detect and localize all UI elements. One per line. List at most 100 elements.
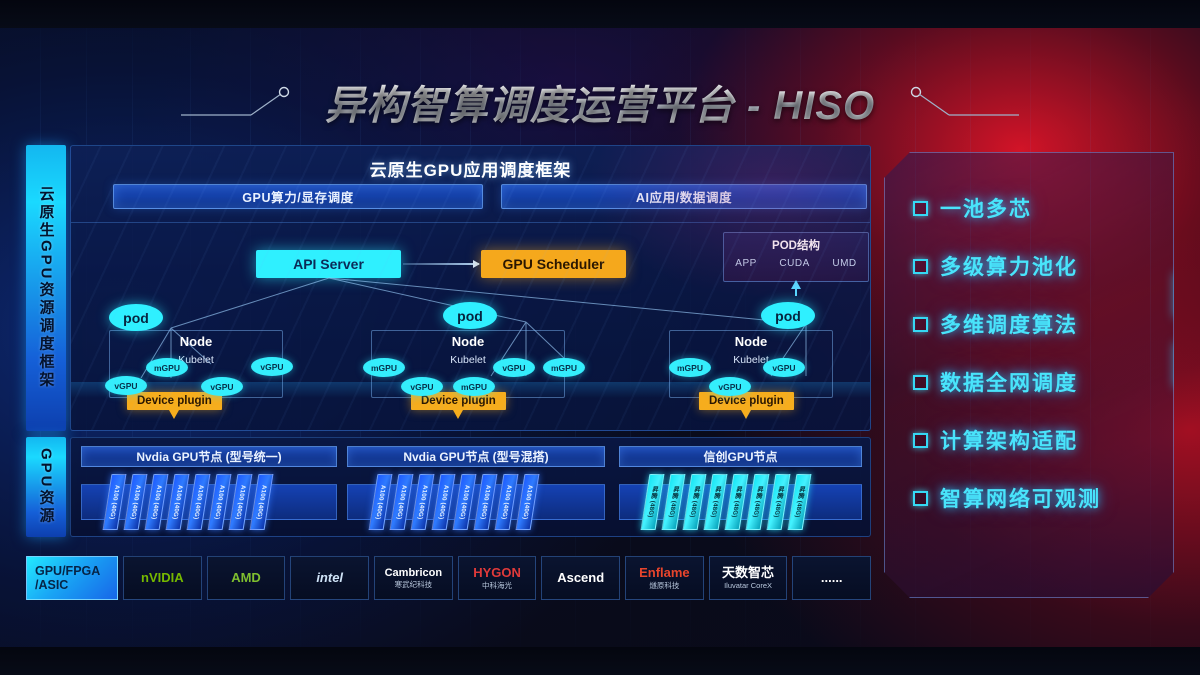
mgpu-bubble[interactable]: mGPU — [543, 358, 585, 377]
vendor-subname: Iluvatar CoreX — [724, 580, 772, 590]
pod-bubble[interactable]: pod — [443, 302, 497, 329]
vendor-subname: 寒武纪科技 — [394, 579, 433, 589]
feature-item-label: 计算架构适配 — [940, 430, 1078, 453]
sched-bar-ai-app[interactable]: AI应用/数据调度 — [501, 184, 867, 209]
vendor-name: Enflame — [639, 564, 690, 580]
architecture-diagram: 云原生GPU资源调度框架 GPU资源 云原生GPU应用调度框架 GPU算力/显存… — [26, 145, 871, 600]
vendor-name: Ascend — [557, 569, 605, 585]
node-group-3: pod Node Kubelet Device plugin mGPU vGPU v… — [651, 302, 851, 419]
gpu-scheduler-box[interactable]: GPU Scheduler — [481, 250, 626, 278]
vendor-logo-amd[interactable]: AMD — [206, 556, 286, 600]
feature-item-2[interactable]: 多级算力池化 — [913, 237, 1173, 295]
vendor-category-line2: /ASIC — [35, 578, 69, 592]
vgpu-bubble[interactable]: vGPU — [763, 358, 805, 377]
checkbox-icon[interactable] — [913, 259, 928, 274]
mgpu-bubble[interactable]: mGPU — [669, 358, 711, 377]
vendor-logo-ascend[interactable]: Ascend — [541, 556, 621, 600]
vendor-logo-nvidia[interactable]: nVIDIA — [123, 556, 202, 600]
vendor-subname: 燧原科技 — [649, 580, 680, 590]
checkbox-icon[interactable] — [913, 317, 928, 332]
page-title: 异构智算调度运营平台 - HISO — [325, 73, 875, 131]
pod-structure-item-umd: UMD — [832, 258, 857, 269]
pod-structure-items: APP CUDA UMD — [724, 258, 868, 269]
vgpu-bubble[interactable]: vGPU — [251, 357, 293, 376]
checkbox-icon[interactable] — [913, 201, 928, 216]
vendor-name: ...... — [820, 569, 843, 585]
gpu-node-header-1[interactable]: Nvdia GPU节点 (型号统一) — [81, 446, 337, 467]
vendor-name: Cambricon — [384, 566, 443, 579]
gpu-rack-1: A100 (40G) A100 (40G) A100 (40G) A100 (40G)… — [81, 474, 337, 532]
vendor-subname: 中科海光 — [482, 580, 513, 590]
vendor-name: AMD — [231, 569, 261, 585]
mgpu-bubble[interactable]: mGPU — [453, 377, 495, 396]
title-right-decoration — [889, 85, 1020, 119]
feature-item-label: 智算网络可观测 — [940, 488, 1101, 511]
api-server-box[interactable]: API Server — [256, 250, 401, 278]
bottom-letterbox-band — [0, 647, 1200, 675]
title-left-decoration — [180, 85, 311, 119]
feature-list-panel: 一池多芯多级算力池化多维调度算法 数据全网调度 计算架构适配 智算网络可观测 — [884, 152, 1174, 598]
vgpu-bubble[interactable]: vGPU — [105, 376, 147, 395]
feature-item-3[interactable]: 多维调度算法 — [913, 295, 1173, 353]
kubelet-label: Kubelet — [733, 354, 769, 366]
title-bar: 异构智算调度运营平台 - HISO — [0, 72, 1200, 132]
vendor-logo-hygon[interactable]: HYGON 中科海光 — [457, 556, 537, 600]
feature-item-label: 多维调度算法 — [940, 314, 1078, 337]
sidebar-label-framework: 云原生GPU资源调度框架 — [26, 145, 66, 431]
device-plugin-button[interactable]: Device plugin — [127, 392, 222, 419]
api-to-scheduler-arrow — [403, 260, 480, 268]
feature-item-1[interactable]: 一池多芯 — [913, 179, 1173, 237]
checkbox-icon[interactable] — [913, 375, 928, 390]
pod-bubble[interactable]: pod — [761, 302, 815, 329]
vendor-category-label: GPU/FPGA /ASIC — [26, 556, 118, 600]
feature-item-label: 一池多芯 — [940, 198, 1032, 221]
node-group-1: pod Node Kubelet Device plugin vGPU mGPU v… — [91, 304, 301, 419]
checkbox-icon[interactable] — [913, 491, 928, 506]
sched-bar-gpu-compute[interactable]: GPU算力/显存调度 — [113, 184, 483, 209]
feature-item-4[interactable]: 数据全网调度 — [913, 353, 1173, 411]
feature-item-6[interactable]: 智算网络可观测 — [913, 469, 1173, 527]
sidebar-label-framework-text: 云原生GPU资源调度框架 — [37, 186, 55, 390]
pod-structure-title: POD结构 — [772, 240, 820, 252]
feature-item-5[interactable]: 计算架构适配 — [913, 411, 1173, 469]
gpu-node-header-2[interactable]: Nvdia GPU节点 (型号混搭) — [347, 446, 605, 467]
node-group-2: pod Node Kubelet Device plugin mGPU vGPU m… — [353, 302, 585, 419]
vendor-logo-enflame[interactable]: Enflame 燧原科技 — [625, 556, 704, 600]
kubelet-label: Kubelet — [178, 354, 214, 366]
vendor-logo--[interactable]: ...... — [792, 556, 872, 600]
pod-bubble[interactable]: pod — [109, 304, 163, 331]
vendor-logo-bar: GPU/FPGA /ASIC nVIDIA AMD intel Cambricon 寒武… — [26, 556, 872, 600]
checkbox-icon[interactable] — [913, 433, 928, 448]
vendor-logo-cambricon[interactable]: Cambricon 寒武纪科技 — [374, 556, 453, 600]
vendor-name: 天数智芯 — [722, 564, 775, 580]
vendor-category-line1: GPU/FPGA — [35, 563, 101, 578]
node-label: Node — [734, 334, 768, 349]
title-right-decoration-icon — [910, 86, 1020, 116]
vendor-name: HYGON — [473, 564, 521, 580]
vgpu-bubble[interactable]: vGPU — [401, 377, 443, 396]
gpu-node-header-3[interactable]: 信创GPU节点 — [619, 446, 862, 467]
node-label: Node — [451, 334, 485, 349]
kubelet-label: Kubelet — [450, 354, 486, 366]
feature-item-label: 数据全网调度 — [940, 372, 1078, 395]
vendor-logo-intel[interactable]: intel — [290, 556, 370, 600]
node-label: Node — [179, 334, 213, 349]
gpu-resource-panel: Nvdia GPU节点 (型号统一) A100 (40G) A100 (40G) A1… — [70, 437, 871, 537]
framework-title: 云原生GPU应用调度框架 — [369, 161, 572, 180]
mgpu-bubble[interactable]: mGPU — [146, 358, 188, 377]
mgpu-bubble[interactable]: mGPU — [363, 358, 405, 377]
top-letterbox-band — [0, 0, 1200, 28]
framework-panel: 云原生GPU应用调度框架 GPU算力/显存调度 AI应用/数据调度 API Se… — [70, 145, 871, 431]
sidebar-label-gpu-resource: GPU资源 — [26, 437, 66, 537]
vgpu-bubble[interactable]: vGPU — [709, 377, 751, 396]
framework-divider — [71, 222, 870, 223]
gpu-rack-2: A100 (40G) A100 (40G) A100 (40G) A100 (40G)… — [347, 474, 605, 532]
vendor-name: intel — [316, 569, 344, 585]
vgpu-bubble[interactable]: vGPU — [201, 377, 243, 396]
device-plugin-button[interactable]: Device plugin — [699, 392, 794, 419]
device-plugin-button[interactable]: Device plugin — [411, 392, 506, 419]
gpu-rack-3: 昇腾 (48G) 昇腾 (48G) 昇腾 (48G) 昇腾 (48G) 昇腾 (48G)… — [619, 474, 862, 532]
vgpu-bubble[interactable]: vGPU — [493, 358, 535, 377]
vendor-logo--[interactable]: 天数智芯 Iluvatar CoreX — [708, 556, 788, 600]
title-left-decoration-icon — [180, 86, 290, 116]
